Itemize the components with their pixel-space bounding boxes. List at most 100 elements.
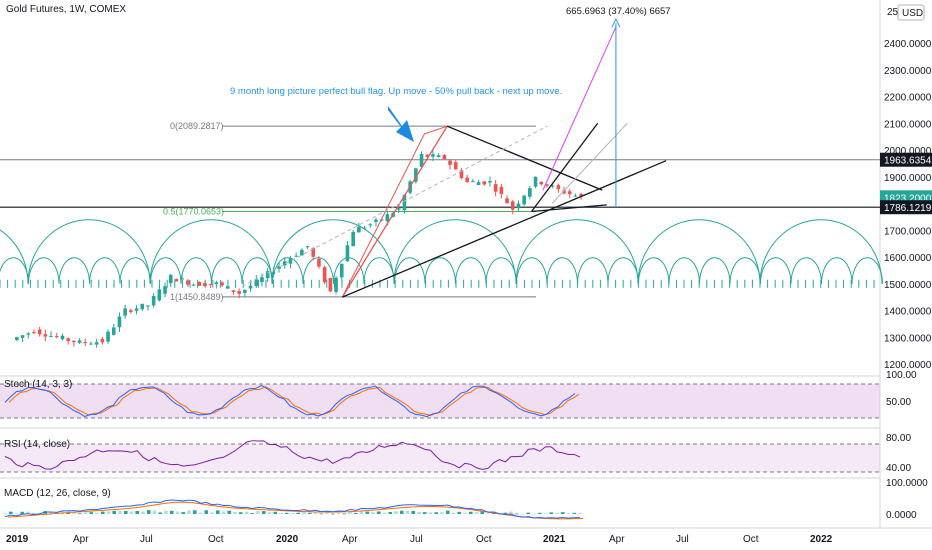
- cycle-arc-small: [485, 257, 517, 284]
- macd-histogram-bar: [468, 511, 473, 514]
- macd-histogram-bar: [503, 512, 508, 514]
- price-marker-label: 1786.1219: [884, 203, 932, 214]
- price-marker[interactable]: [880, 152, 932, 167]
- candle-body: [231, 290, 236, 292]
- macd-histogram-bar: [307, 512, 312, 514]
- candle-body: [499, 186, 504, 194]
- price-tick-label: 1900.0000: [884, 173, 932, 184]
- macd-histogram-bar: [325, 512, 329, 514]
- cycle-arc-small: [577, 257, 609, 284]
- rsi-band: [0, 444, 880, 472]
- candle-body: [203, 283, 207, 287]
- candle-body: [328, 278, 333, 292]
- cycle-arc: [271, 219, 395, 284]
- macd-histogram-bar: [422, 512, 427, 514]
- cycle-arc-small: [790, 257, 822, 284]
- time-tick-label: Jul: [676, 534, 689, 545]
- chart-title: Gold Futures, 1W, COMEX: [6, 4, 126, 15]
- candle-body: [322, 267, 327, 283]
- candle-body: [208, 283, 213, 285]
- macd-histogram-bar: [215, 510, 220, 514]
- macd-histogram-bar: [526, 512, 531, 514]
- candle-body: [573, 195, 578, 197]
- candle-body: [72, 340, 76, 343]
- candle-body: [129, 310, 133, 312]
- time-tick-label: 2022: [810, 534, 833, 545]
- macd-histogram-bar: [463, 512, 467, 514]
- candle-body: [151, 295, 156, 306]
- candle-body: [60, 335, 65, 340]
- candle-body: [453, 162, 458, 170]
- candle-body: [471, 181, 475, 183]
- candle-body: [243, 289, 247, 293]
- price-tick-label: 1500.0000: [884, 280, 932, 291]
- macd-histogram-bar: [399, 510, 404, 514]
- candle-body: [579, 193, 583, 197]
- cycle-arc-small: [546, 257, 578, 284]
- macd-histogram-bar: [549, 512, 554, 514]
- candle-body: [505, 198, 509, 204]
- macd-histogram-bar: [273, 511, 278, 514]
- price-marker[interactable]: [880, 200, 932, 215]
- macd-histogram-bar: [244, 511, 249, 514]
- candle-body: [374, 219, 378, 222]
- stoch-d-line: [8, 386, 580, 416]
- fib-label: 1(1450.8489): [170, 292, 224, 302]
- price-tick-label: 2100.0000: [884, 119, 932, 130]
- macd-histogram-bar: [445, 510, 450, 514]
- cycle-arc-small: [699, 257, 731, 284]
- candle-body: [100, 338, 105, 343]
- macd-histogram-bar: [572, 512, 577, 514]
- candle-body: [482, 181, 487, 185]
- cycle-arc-small: [0, 257, 29, 284]
- macd-histogram-bar: [238, 512, 243, 514]
- candle-body: [157, 289, 162, 301]
- price-tick-label: 1600.0000: [884, 253, 932, 264]
- stoch-tick: 50.00: [886, 397, 911, 408]
- macd-histogram-bar: [486, 513, 490, 515]
- breakout-line: [531, 122, 599, 212]
- cycle-arc-small: [363, 257, 395, 284]
- candle-body: [168, 274, 173, 284]
- candle-body: [49, 335, 53, 337]
- currency-button[interactable]: [897, 4, 925, 21]
- macd-histogram-bar: [480, 511, 485, 514]
- candle-body: [288, 258, 293, 264]
- candle-body: [134, 308, 139, 311]
- macd-histogram-bar: [319, 513, 324, 515]
- candle-body: [510, 201, 515, 210]
- candle-body: [54, 336, 59, 338]
- macd-histogram-bar: [227, 510, 232, 514]
- cycle-arc-small: [607, 257, 639, 284]
- cycle-arc-small: [302, 257, 334, 284]
- macd-histogram-bar: [284, 512, 289, 514]
- macd-histogram-bar: [313, 511, 318, 514]
- candle-body: [20, 335, 25, 338]
- macd-histogram-bar: [457, 511, 462, 514]
- macd-histogram-bar: [296, 512, 301, 514]
- cycle-arc-small: [211, 257, 243, 284]
- time-tick-label: Oct: [743, 534, 759, 545]
- cycle-arc-small: [119, 257, 151, 284]
- cycle-arc-small: [424, 257, 456, 284]
- macd-histogram-bar: [77, 513, 82, 515]
- macd-histogram-bar: [520, 514, 525, 515]
- price-tick-label: 1200.0000: [884, 360, 932, 371]
- macd-histogram-bar: [342, 513, 347, 515]
- time-tick-label: Oct: [476, 534, 492, 545]
- candle-body: [197, 282, 202, 286]
- rsi-tick: 40.00: [886, 463, 911, 474]
- macd-histogram-bar: [3, 513, 7, 515]
- candle-body: [15, 337, 19, 340]
- cycle-arc-small: [668, 257, 700, 284]
- flag-pole-line: [341, 125, 448, 298]
- cycle-arc-small: [180, 257, 212, 284]
- macd-histogram-bar: [112, 510, 117, 514]
- candle-body: [539, 181, 544, 185]
- stoch-k-line: [4, 385, 576, 418]
- macd-histogram-bar: [474, 512, 479, 514]
- candle-body: [300, 249, 304, 256]
- candle-body: [562, 190, 566, 194]
